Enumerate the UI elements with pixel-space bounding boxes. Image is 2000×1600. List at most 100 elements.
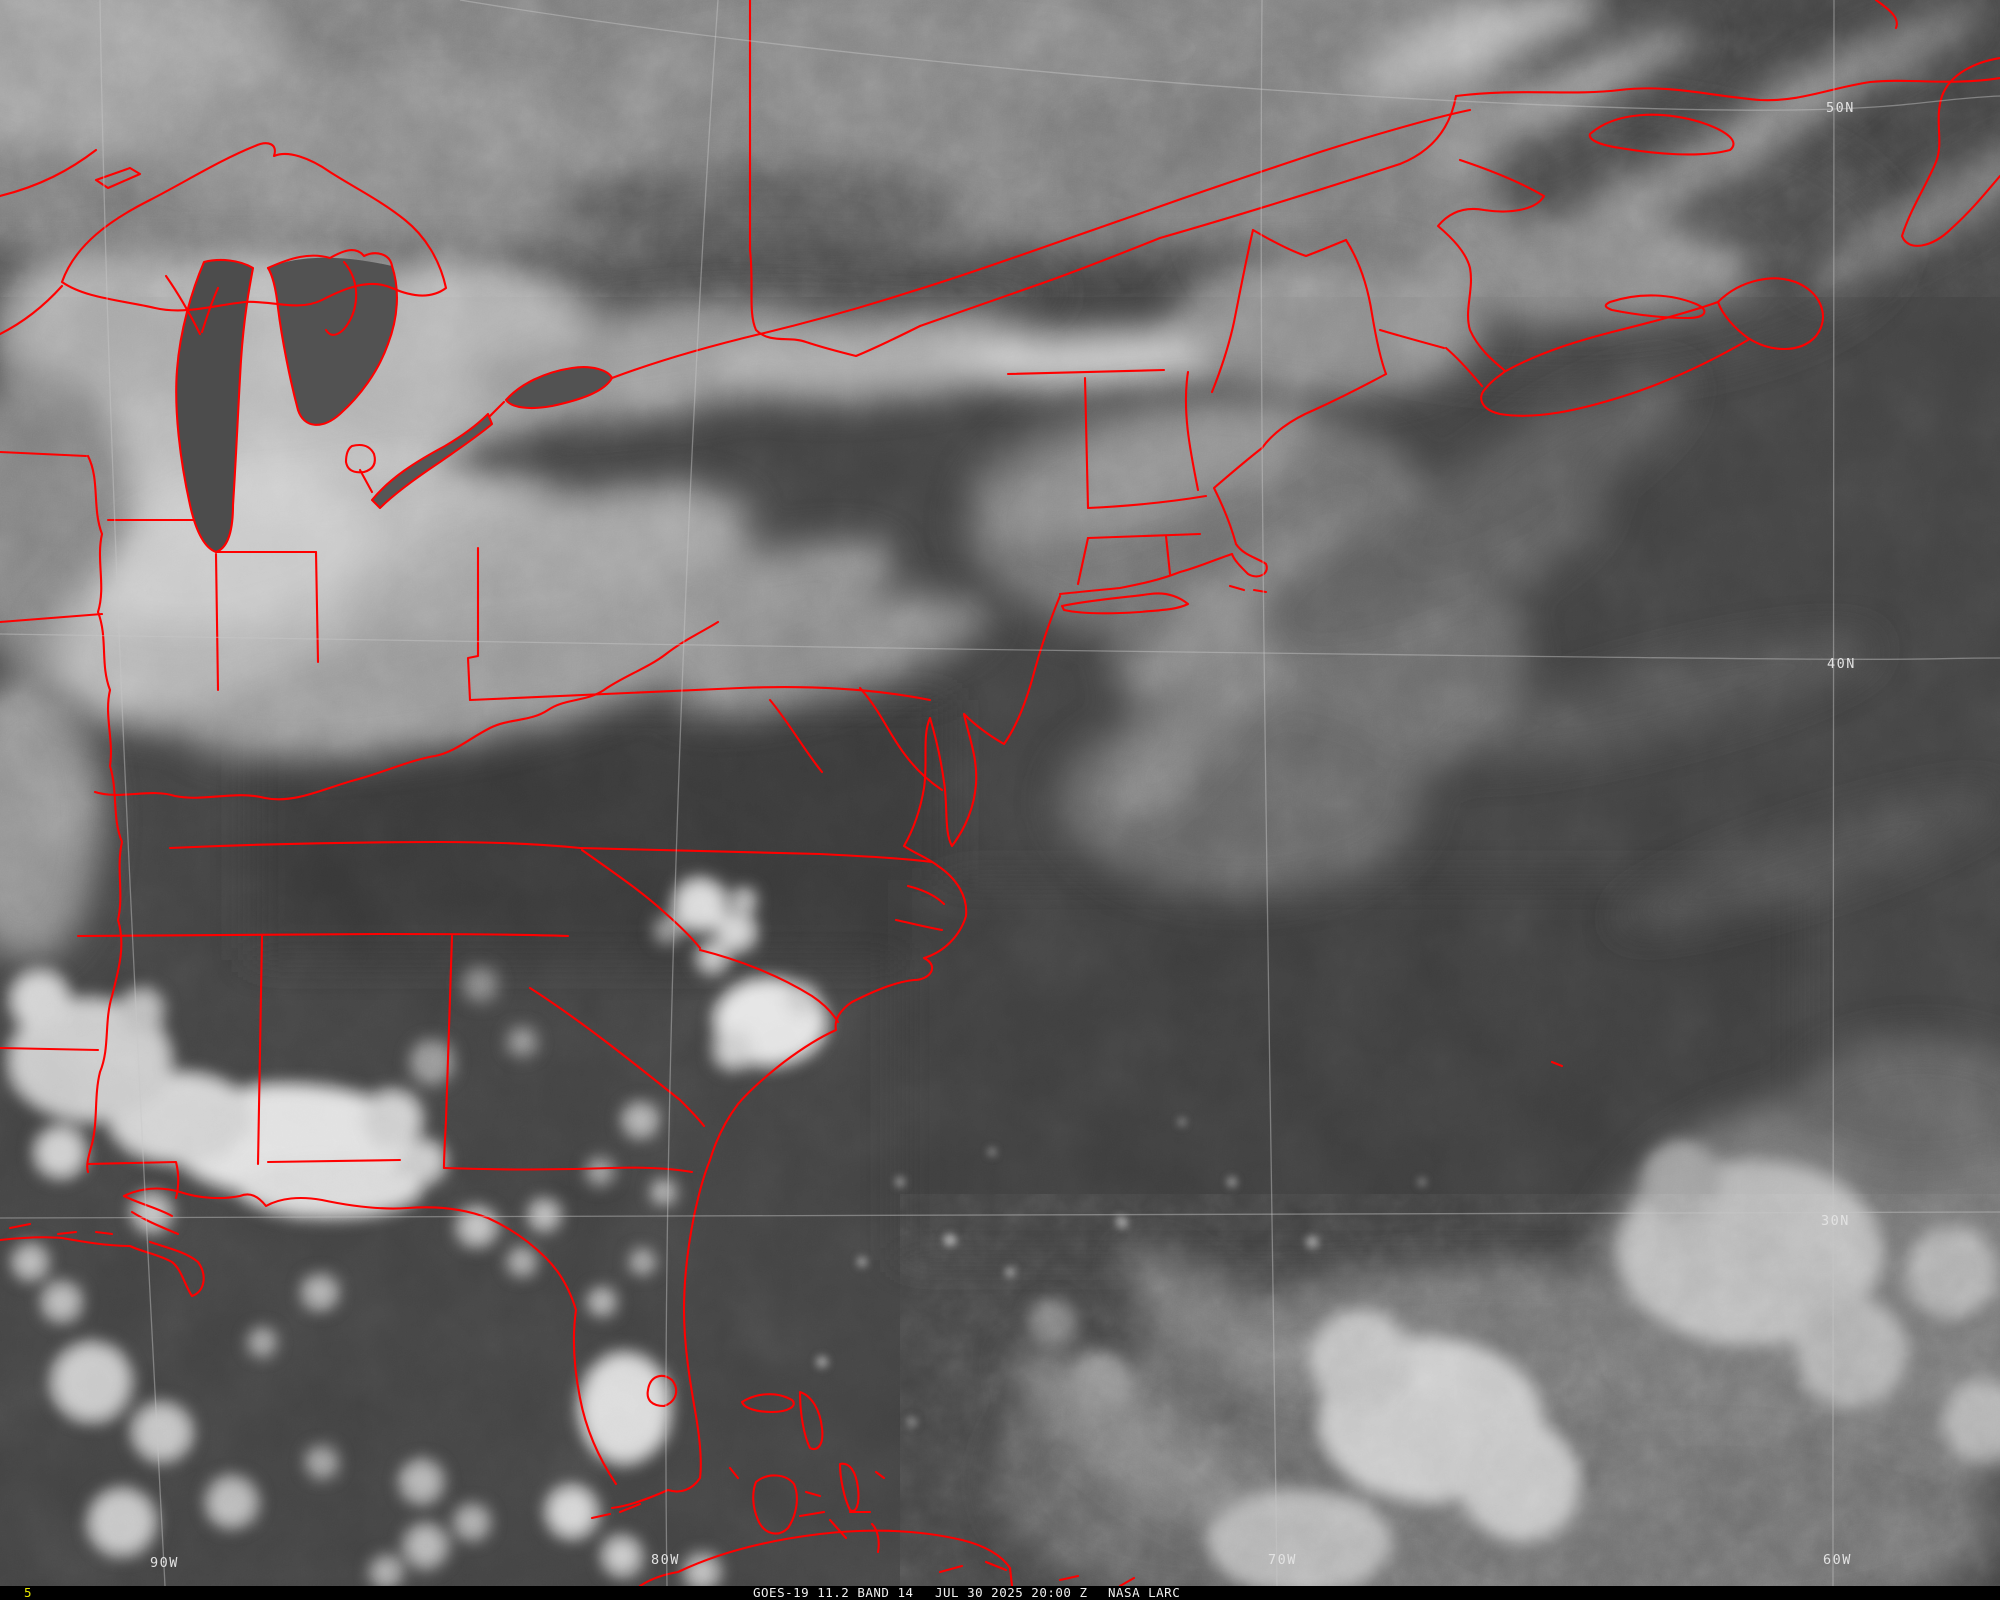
border-vt-nh [1184,370,1200,492]
border-mn-ia [0,450,88,458]
label-lat-40n: 40N [1827,656,1856,672]
new-brunswick-south-coast [1378,328,1446,350]
grand-bahama-outline [740,1393,795,1414]
label-lon-70w: 70W [1268,1552,1297,1568]
caption-timestamp: JUL 30 2025 20:00 Z [935,1585,1088,1600]
border-ny-vermont [1083,376,1090,510]
border-ga-sc [528,986,706,1128]
gridline-70w [1260,0,1278,1586]
lake-superior-outline [60,142,448,312]
border-us-canada-45n [1006,368,1166,376]
nova-scotia-north-shore [1502,300,1720,374]
eleuthera-outline [838,1462,860,1512]
new-providence [804,1490,822,1498]
border-al-ga [442,934,454,1170]
prince-edward-island-outline [1604,294,1706,320]
caption-product: GOES-19 11.2 BAND 14 [753,1585,914,1600]
border-ia-mo [0,612,104,624]
label-lon-60w: 60W [1823,1552,1852,1568]
maine-east-border [1344,238,1388,376]
mississippi-delta [0,1236,205,1298]
maine-coast [1260,372,1388,450]
cuba-keys [798,1510,872,1518]
border-wv-va [768,686,944,792]
border-ct-ri [1164,534,1172,576]
label-lat-30n: 30N [1821,1213,1850,1229]
lake-st-clair-outline [344,443,376,474]
maine-west-border [1210,228,1255,394]
new-england-coast [1058,446,1268,596]
green-bay-west [164,274,202,336]
andros-outline [752,1474,798,1535]
border-minnesota-wisconsin [0,284,64,336]
border-ga-fl [442,1166,694,1174]
mississippi-river-border [86,454,124,1174]
st-lawrence-south-bank [610,108,1472,380]
cuba-north-coast [638,1529,1014,1586]
border-in-oh [314,550,320,664]
gridline-90w [99,0,166,1586]
border-la-ms [86,1160,180,1200]
gulf-coast-outline [122,1187,618,1486]
nc-sounds [894,884,946,932]
abaco-outline [798,1390,824,1450]
border-tn-south [76,932,570,938]
anticosti-island-outline [1588,113,1735,156]
border-ontario-quebec [748,0,922,358]
border-ky-tn [168,840,582,850]
detroit-river [358,468,374,494]
bahamas-small-islands [728,1466,886,1554]
lake-michigan-outline [175,258,255,554]
border-ct-ny [1076,536,1090,586]
mason-dixon-line [468,686,932,702]
frame-number: 5 [24,1585,33,1600]
border-il-in [214,552,220,692]
east-coast-outline [610,594,1062,1510]
barrier-islands [8,1222,114,1236]
niagara-river [488,400,506,418]
border-ma-north [1086,494,1208,510]
border-ms-al [256,934,264,1166]
florida-keys [590,1502,642,1520]
bay-of-fundy [1444,346,1484,388]
gaspe-new-brunswick-coast [1436,158,1546,372]
border-ar-la [0,1046,100,1052]
gridline-50n [459,0,2000,111]
gridline-30n [0,1211,2000,1219]
isle-royale-outline [94,166,142,190]
nantucket-marthas-vineyard [1228,584,1268,594]
georgian-bay-outline [324,260,358,336]
door-peninsula [200,286,220,334]
lake-huron-outline [266,264,398,426]
gridline-80w [665,0,719,1586]
bermuda-mark [1550,1060,1564,1068]
quebec-north-shore [1454,76,2000,102]
newfoundland-north-bit [1874,0,1898,30]
border-nc-sc [698,948,840,1024]
border-al-fl [266,1158,402,1164]
newfoundland-west-coast [1900,56,2000,247]
border-va-nc [578,846,934,864]
ohio-river-border [93,620,720,801]
lake-okeechobee-outline [646,1374,678,1408]
label-lat-50n: 50N [1826,100,1855,116]
border-oh-pa [466,546,480,702]
lake-erie-outline [370,412,494,510]
border-ma-ct-ri [1086,532,1202,540]
grid-labels: 50N 40N 30N 90W 80W 70W 60W [150,100,1856,1571]
border-minnesota-canada [0,148,98,198]
border-tn-nc [580,848,702,950]
maine-north-border [1251,228,1348,258]
caption-credit: NASA LARC [1108,1585,1181,1600]
st-lawrence-north-bank [918,94,1458,328]
label-lon-90w: 90W [150,1555,179,1571]
caption-bar: 5 GOES-19 11.2 BAND 14 JUL 30 2025 20:00… [0,1586,2000,1600]
label-lon-80w: 80W [651,1552,680,1568]
cape-breton-outline [1716,277,1825,350]
nova-scotia-south-shore [1480,338,1750,417]
long-island-outline [1060,592,1190,615]
